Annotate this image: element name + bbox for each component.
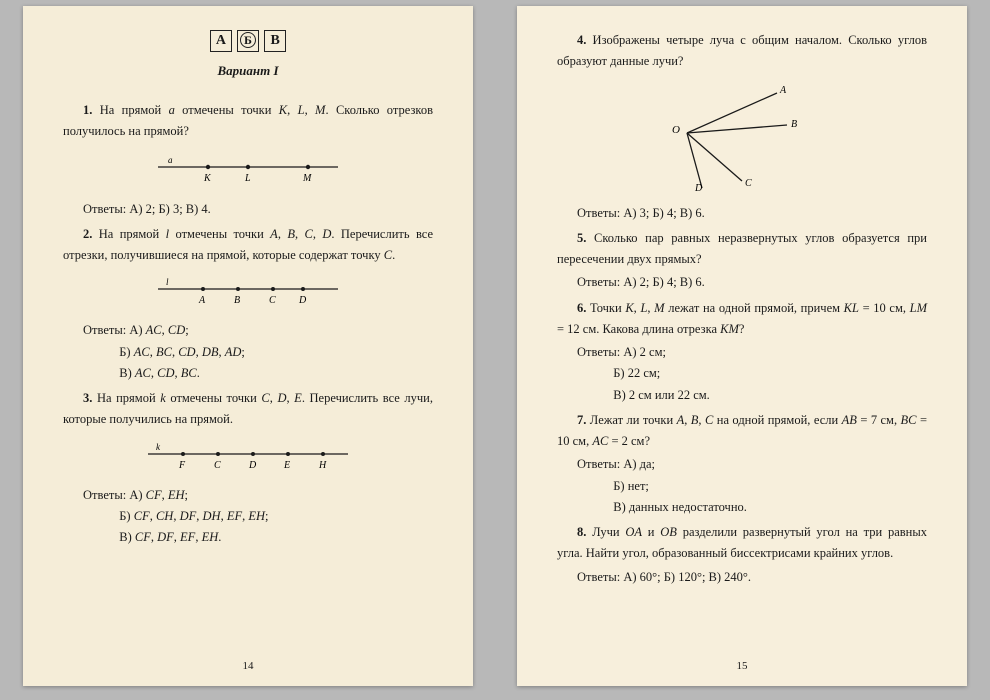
svg-text:K: K xyxy=(203,173,212,184)
box-v: В xyxy=(264,30,286,52)
q3-text: 3. На прямой k отмечены точки C, D, E. П… xyxy=(63,388,433,431)
q5-text: 5. Сколько пар равных неразвернутых угло… xyxy=(557,228,927,271)
svg-text:H: H xyxy=(318,460,327,471)
q2-diagram: l A B C D xyxy=(148,276,348,310)
svg-text:M: M xyxy=(302,173,312,184)
q1-answers: Ответы: А) 2; Б) 3; В) 4. xyxy=(63,199,433,220)
q2-ans-v: В) AC, CD, BC. xyxy=(119,363,433,384)
svg-text:C: C xyxy=(269,295,276,306)
svg-text:O: O xyxy=(672,124,680,136)
variant-title: Вариант I xyxy=(63,60,433,82)
q7-ans-a: Ответы: А) да; xyxy=(557,454,927,475)
svg-text:L: L xyxy=(244,173,251,184)
svg-text:D: D xyxy=(694,183,703,193)
q1-text: 1. На прямой a отмечены точки K, L, M. С… xyxy=(63,100,433,143)
svg-text:a: a xyxy=(168,155,173,165)
q3-diagram: k F C D E H xyxy=(138,441,358,475)
svg-text:D: D xyxy=(298,295,307,306)
svg-text:B: B xyxy=(791,119,797,130)
q2-ans-b: Б) AC, BC, CD, DB, AD; xyxy=(119,342,433,363)
svg-text:C: C xyxy=(214,460,221,471)
q2-ans-a: Ответы: А) AC, CD; xyxy=(63,320,433,341)
q4-answers: Ответы: А) 3; Б) 4; В) 6. xyxy=(557,203,927,224)
page-right: 4. Изображены четыре луча с общим начало… xyxy=(517,6,967,686)
q4-diagram: O A B C D xyxy=(647,83,807,193)
q3-ans-v: В) CF, DF, EF, EH. xyxy=(119,527,433,548)
svg-text:E: E xyxy=(283,460,290,471)
q2-text: 2. На прямой l отмечены точки A, B, C, D… xyxy=(63,224,433,267)
svg-text:D: D xyxy=(248,460,257,471)
svg-text:k: k xyxy=(156,442,161,452)
q3-ans-a: Ответы: А) CF, EH; xyxy=(63,485,433,506)
q6-ans-a: Ответы: А) 2 см; xyxy=(557,342,927,363)
page-number-right: 15 xyxy=(557,657,927,676)
q7-text: 7. Лежат ли точки A, B, C на одной прямо… xyxy=(557,410,927,453)
svg-text:C: C xyxy=(745,178,752,189)
q1-diagram: a K L M xyxy=(148,153,348,189)
q3-ans-b: Б) CF, CH, DF, DH, EF, EH; xyxy=(119,506,433,527)
q6-ans-v: В) 2 см или 22 см. xyxy=(613,385,927,406)
q6-ans-b: Б) 22 см; xyxy=(613,363,927,384)
letter-boxes: А Б В xyxy=(63,30,433,52)
svg-text:l: l xyxy=(166,277,169,287)
q7-ans-v: В) данных недостаточно. xyxy=(613,497,927,518)
q7-ans-b: Б) нет; xyxy=(613,476,927,497)
box-b: Б xyxy=(237,30,259,52)
q8-text: 8. Лучи OA и OB разделили развернутый уг… xyxy=(557,522,927,565)
box-a: А xyxy=(210,30,232,52)
q4-text: 4. Изображены четыре луча с общим начало… xyxy=(557,30,927,73)
page-number-left: 14 xyxy=(63,657,433,676)
svg-text:B: B xyxy=(234,295,240,306)
q8-answers: Ответы: А) 60°; Б) 120°; В) 240°. xyxy=(557,567,927,588)
q5-answers: Ответы: А) 2; Б) 4; В) 6. xyxy=(557,272,927,293)
svg-text:A: A xyxy=(198,295,206,306)
svg-text:F: F xyxy=(178,460,186,471)
q6-text: 6. Точки K, L, M лежат на одной прямой, … xyxy=(557,298,927,341)
page-left: А Б В Вариант I 1. На прямой a отмечены … xyxy=(23,6,473,686)
svg-text:A: A xyxy=(779,85,787,96)
